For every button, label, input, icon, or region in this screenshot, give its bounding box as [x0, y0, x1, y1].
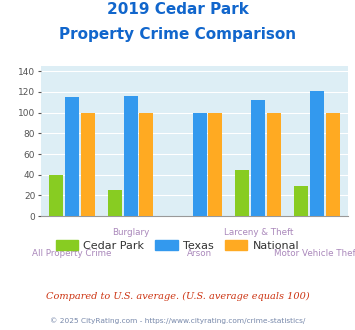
Text: 2019 Cedar Park: 2019 Cedar Park [106, 2, 248, 16]
Text: Property Crime Comparison: Property Crime Comparison [59, 27, 296, 42]
Bar [294, 186, 308, 216]
Bar [81, 113, 95, 216]
Bar [267, 113, 281, 216]
Text: Motor Vehicle Theft: Motor Vehicle Theft [274, 249, 355, 258]
Bar [310, 91, 324, 216]
Text: Compared to U.S. average. (U.S. average equals 100): Compared to U.S. average. (U.S. average … [46, 292, 309, 301]
Bar [65, 97, 79, 216]
Text: Arson: Arson [187, 249, 212, 258]
Bar [208, 113, 222, 216]
Bar [49, 175, 63, 216]
Bar [235, 170, 249, 216]
Bar [140, 113, 153, 216]
Bar [192, 113, 207, 216]
Bar [251, 100, 265, 216]
Text: Larceny & Theft: Larceny & Theft [224, 228, 293, 237]
Bar [326, 113, 340, 216]
Bar [124, 96, 137, 216]
Text: © 2025 CityRating.com - https://www.cityrating.com/crime-statistics/: © 2025 CityRating.com - https://www.city… [50, 317, 305, 324]
Legend: Cedar Park, Texas, National: Cedar Park, Texas, National [51, 235, 304, 255]
Text: Burglary: Burglary [112, 228, 149, 237]
Text: All Property Crime: All Property Crime [32, 249, 111, 258]
Bar [108, 190, 122, 216]
